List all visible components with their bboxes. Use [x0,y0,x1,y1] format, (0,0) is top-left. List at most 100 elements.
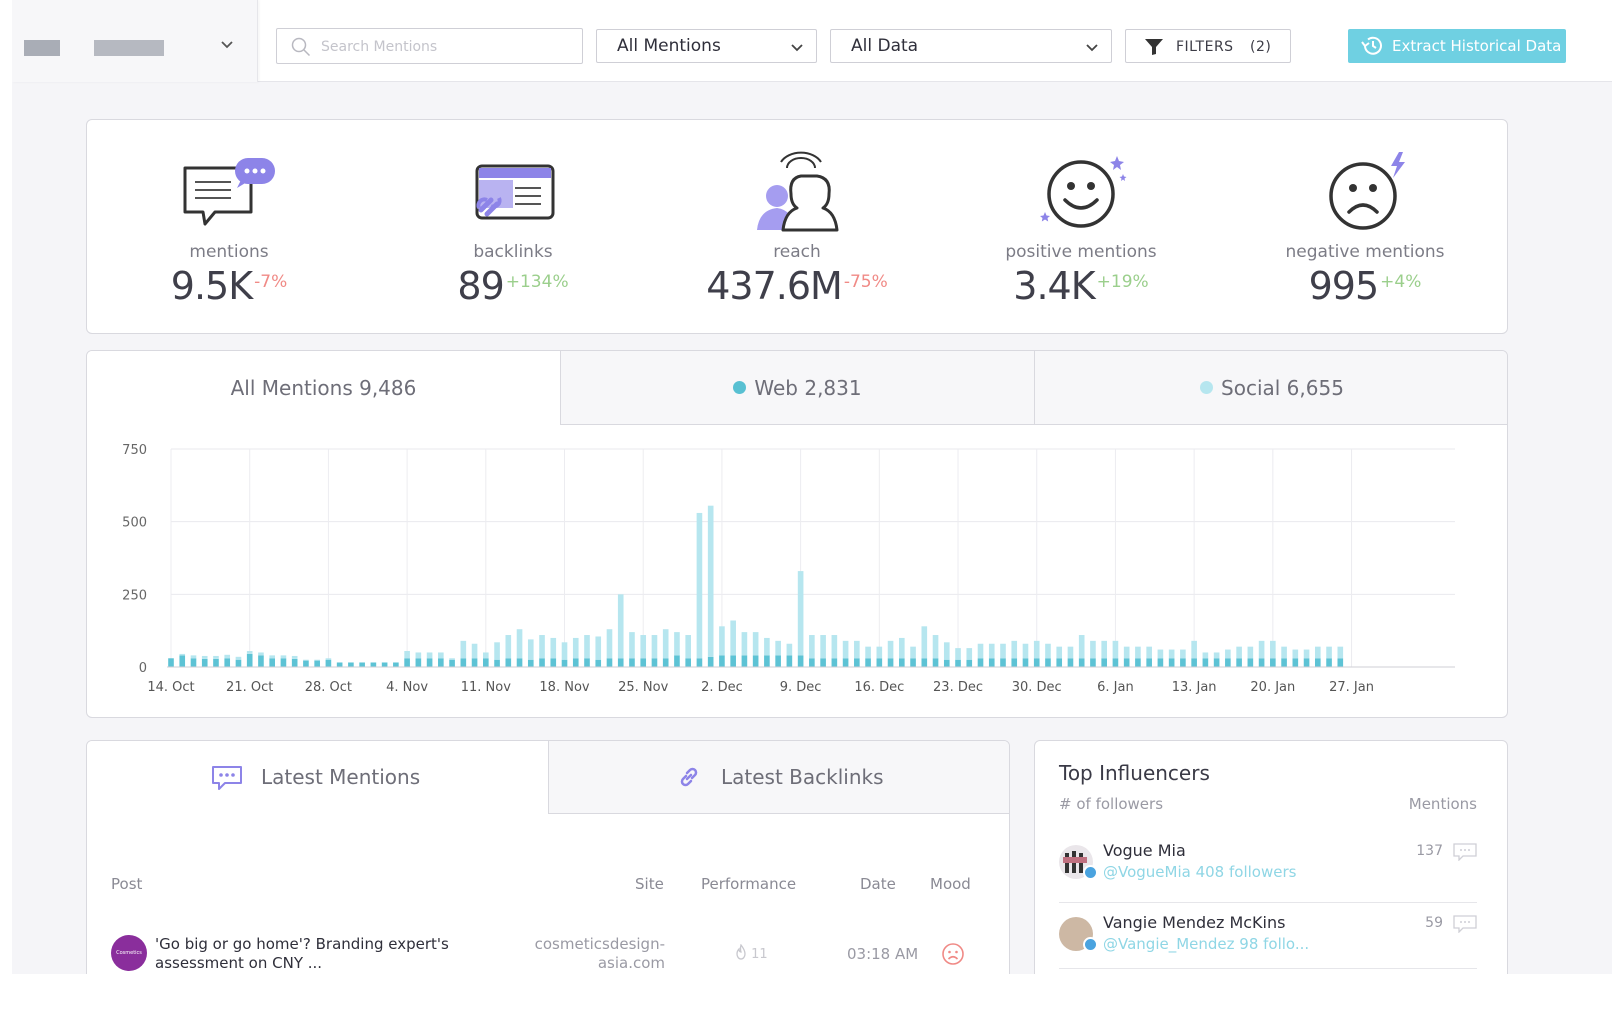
stat-positive-mentions[interactable]: positive mentions 3.4K +19% [939,120,1223,335]
happy-face-icon [1040,156,1127,228]
mentions-type-select[interactable]: All Mentions [596,29,817,63]
column-header-date[interactable]: Date [860,875,896,893]
bar-social [775,640,781,656]
bar-web [561,659,568,667]
bar-social [865,646,871,659]
bar-web [707,656,714,667]
stat-mentions[interactable]: mentions 9.5K -7% [87,120,371,335]
chat-icon[interactable] [1453,915,1477,933]
bar-web [213,658,219,667]
tab-web[interactable]: Web 2,831 [561,351,1035,425]
x-tick-label: 25. Nov [618,680,668,695]
bar-social [629,632,635,659]
extract-historical-data-button[interactable]: Extract Historical Data [1348,29,1566,63]
search-box[interactable] [276,28,583,64]
tab-label: Social 6,655 [1221,376,1344,400]
bar-social [494,642,500,660]
site-link[interactable]: cosmeticsdesign- asia.com [517,935,665,973]
bar-web [1056,658,1063,667]
bar-web [752,655,759,667]
bar-web [1123,658,1130,667]
data-source-select[interactable]: All Data [830,29,1112,63]
influencer-handle[interactable]: @Vangie_Mendez 98 follo... [1103,935,1310,953]
filters-button[interactable]: FILTERS (2) [1125,29,1291,63]
bar-web [258,655,264,667]
search-input[interactable] [321,35,571,59]
stat-reach[interactable]: reach 437.6M -75% [655,120,939,335]
bar-social [786,643,793,656]
column-header-mood[interactable]: Mood [930,875,971,893]
bar-web [269,658,275,667]
stat-label: positive mentions [1005,242,1157,262]
post-date: 03:18 AM [847,945,919,963]
tab-social[interactable]: Social 6,655 [1035,351,1507,425]
stat-negative-mentions[interactable]: negative mentions 995 +4% [1223,120,1507,335]
stat-value: 3.4K [1013,264,1095,308]
post-title[interactable]: 'Go big or go home'? Branding expert's a… [155,935,449,972]
bar-social [955,648,961,660]
bar-web [1033,658,1040,667]
chat-icon[interactable] [1453,843,1477,861]
project-switcher[interactable] [12,0,258,82]
tab-label: Latest Backlinks [721,765,884,789]
bar-social [190,655,197,659]
bar-web [494,659,500,667]
bar-web [303,660,309,667]
stat-label: backlinks [473,242,553,262]
x-tick-label: 30. Dec [1012,680,1062,695]
tab-all-mentions[interactable]: All Mentions 9,486 [87,351,561,425]
bar-web [1157,658,1164,667]
mentions-bar-chart[interactable]: 0 250 500 750 14. Oct 21. Oct 28. Oct 4. Nov 11.… [87,425,1507,717]
influencer-handle[interactable]: @VogueMia 408 followers [1103,863,1297,881]
influencer-item[interactable]: Vangie Mendez McKins @Vangie_Mendez 98 f… [1059,913,1477,969]
bar-web [696,658,703,667]
chat-bubbles-icon [183,158,275,226]
bar-web [932,658,939,667]
twitter-icon [1083,937,1098,952]
page-bottom-margin [0,974,1612,1010]
table-row[interactable]: Cosmetics Design Asia 'Go big or go home… [87,927,1009,987]
column-header-performance[interactable]: Performance [701,875,797,893]
bar-social [1090,640,1096,659]
site-line-1: cosmeticsdesign- [534,935,665,953]
data-source-value: All Data [851,36,919,56]
bar-social [809,635,815,659]
influencer-item[interactable]: Vogue Mia @VogueMia 408 followers 137 [1059,841,1477,903]
stat-change: -7% [254,272,288,292]
bar-social [1247,646,1254,659]
bar-web [438,658,444,667]
influencer-name[interactable]: Vangie Mendez McKins [1103,913,1286,932]
bar-social [741,632,748,656]
bar-social [662,629,669,659]
bar-web [527,659,534,667]
history-icon [1361,36,1382,55]
column-header-post[interactable]: Post [111,875,143,893]
bar-web [1303,658,1310,667]
influencer-name[interactable]: Vogue Mia [1103,841,1186,860]
chevron-down-icon [1086,44,1098,52]
performance: 11 [735,943,768,962]
bar-social [899,637,905,659]
bar-social [336,662,343,663]
bar-web [1326,658,1332,667]
stat-backlinks[interactable]: backlinks 89 +134% [371,120,655,335]
bar-web [786,655,793,667]
tab-latest-backlinks[interactable]: Latest Backlinks [549,741,1009,814]
x-tick-label: 9. Dec [780,680,822,695]
chevron-down-icon[interactable] [219,36,235,52]
bar-web [1000,658,1006,667]
bar-web [876,658,883,667]
bar-social [1258,640,1265,659]
bar-social [820,635,826,659]
bar-social [887,640,894,659]
avatar-image [1063,851,1087,873]
bar-social [561,642,568,660]
column-header-site[interactable]: Site [635,875,664,893]
bar-web [831,658,838,667]
tab-latest-mentions[interactable]: Latest Mentions [87,741,549,814]
bar-social [1135,646,1141,659]
tab-label: Web 2,831 [754,376,862,400]
bar-web [1180,658,1186,667]
bar-social [1146,646,1152,659]
app-window: All Mentions All Data FILTERS (2) Extrac… [12,0,1612,1004]
